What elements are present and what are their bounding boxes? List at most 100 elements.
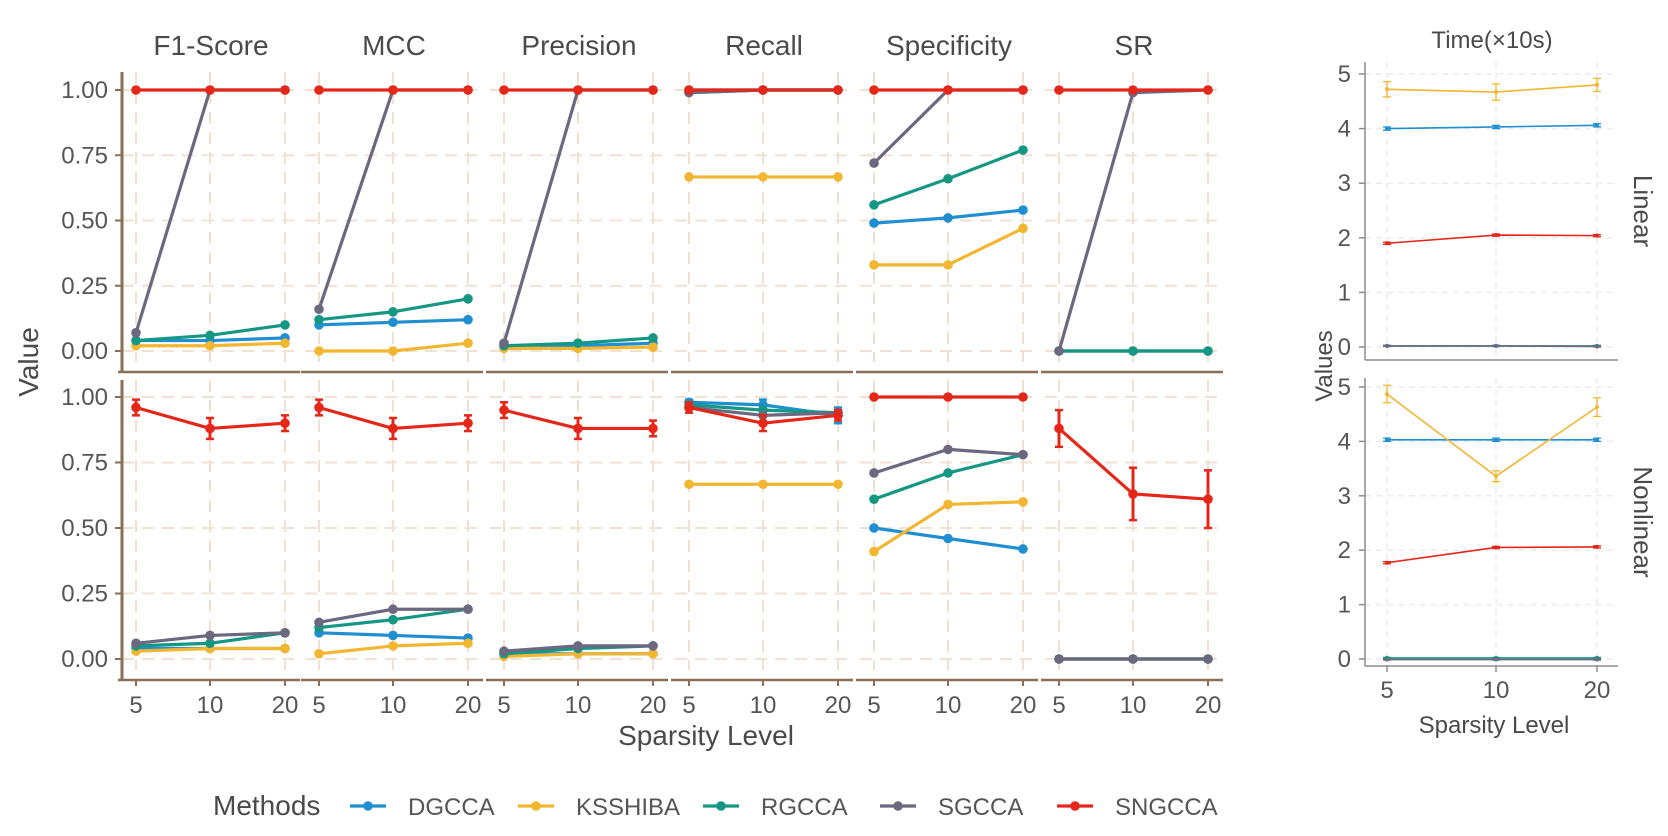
data-point-sgcca: [1595, 344, 1599, 349]
data-point-sgcca: [869, 468, 879, 478]
y-tick-label: 0.25: [61, 581, 108, 608]
y-tick-label: 3: [1338, 483, 1351, 510]
data-point-rgcca: [943, 468, 953, 478]
panel-linear-mcc: [301, 72, 483, 374]
data-point-ksshiba: [1595, 405, 1599, 410]
data-point-rgcca: [205, 638, 215, 649]
data-point-sgcca: [1595, 657, 1599, 662]
data-point-rgcca: [1203, 346, 1213, 356]
data-point-sngcca: [280, 418, 290, 429]
data-point-sngcca: [648, 423, 658, 434]
data-point-sngcca: [205, 85, 215, 95]
data-point-sngcca: [869, 392, 879, 402]
panel-linear-sr: [1041, 72, 1223, 374]
legend-label-ksshiba: KSSHIBA: [576, 794, 680, 821]
y-tick-label: 1: [1338, 279, 1351, 306]
legend-title: Methods: [213, 790, 320, 821]
data-point-ksshiba: [463, 638, 473, 649]
data-point-ksshiba: [388, 346, 398, 356]
x-tick-label: 20: [1010, 692, 1037, 719]
x-tick-label: 20: [272, 692, 299, 719]
data-point-sngcca: [1018, 85, 1028, 95]
panel-nonlinear-precision: 5 10 20: [486, 380, 668, 719]
x-tick-label: 5: [1052, 692, 1065, 719]
data-point-ksshiba: [758, 172, 768, 182]
legend-key-point: [716, 801, 726, 811]
x-tick-label: 5: [129, 692, 142, 719]
data-point-sngcca: [314, 85, 324, 95]
data-point-sngcca: [280, 85, 290, 95]
data-point-ksshiba: [648, 648, 658, 659]
data-point-ksshiba: [388, 641, 398, 651]
data-point-sngcca: [573, 85, 583, 95]
facet-title-recall: Recall: [725, 30, 803, 61]
data-point-sngcca: [131, 402, 141, 413]
data-point-sngcca: [1128, 85, 1138, 95]
legend-item-ksshiba: KSSHIBA: [518, 794, 680, 821]
data-point-rgcca: [388, 614, 398, 625]
data-point-ksshiba: [684, 479, 694, 490]
legend-label-sgcca: SGCCA: [938, 794, 1023, 821]
legend-label-dgcca: DGCCA: [408, 794, 495, 821]
data-point-sgcca: [499, 338, 509, 348]
data-point-sngcca: [1595, 233, 1599, 238]
data-point-sngcca: [499, 405, 509, 415]
legend-key-point: [893, 801, 903, 811]
time-panel-nonlinear: 0 1 2 3 4 5 5 10 20: [1338, 374, 1618, 704]
y-tick-label: 0.00: [61, 338, 108, 365]
data-point-sgcca: [1018, 449, 1028, 460]
data-point-dgcca: [388, 317, 398, 328]
legend-key-point: [1070, 801, 1080, 811]
data-point-sngcca: [1018, 392, 1028, 402]
data-point-rgcca: [943, 173, 953, 184]
y-tick-label: 5: [1338, 61, 1351, 88]
data-point-ksshiba: [314, 648, 324, 659]
data-point-ksshiba: [833, 479, 843, 490]
data-point-rgcca: [205, 330, 215, 341]
data-point-sgcca: [1494, 343, 1498, 348]
data-point-sngcca: [388, 85, 398, 95]
data-point-ksshiba: [314, 346, 324, 356]
y-tick-label: 0.75: [61, 450, 108, 477]
data-point-sngcca: [943, 85, 953, 95]
data-point-dgcca: [1595, 123, 1599, 128]
data-point-sngcca: [1595, 544, 1599, 549]
y-tick-label: 0.50: [61, 515, 108, 542]
data-point-sgcca: [1385, 343, 1389, 348]
series-line-ksshiba: [1386, 393, 1598, 478]
facet-title-sr: SR: [1115, 30, 1154, 61]
facet-row-label-linear: Linear: [1628, 175, 1658, 248]
data-point-ksshiba: [758, 479, 768, 490]
y-tick-label: 4: [1338, 116, 1351, 143]
data-point-rgcca: [131, 335, 141, 346]
data-point-dgcca: [1494, 437, 1498, 442]
y-tick-label: 0.00: [61, 646, 108, 673]
x-tick-label: 10: [1483, 677, 1510, 704]
y-axis-title: Value: [13, 327, 44, 397]
legend-label-rgcca: RGCCA: [761, 794, 848, 821]
panel-nonlinear-recall: 5 10 20: [671, 380, 853, 719]
y-tick-label: 1: [1338, 592, 1351, 619]
panel-linear-precision: [486, 72, 668, 374]
data-point-sgcca: [1203, 654, 1213, 664]
panel-nonlinear-f1-score: 5 10 20: [118, 380, 300, 719]
legend-item-dgcca: DGCCA: [350, 794, 495, 821]
data-point-rgcca: [1018, 145, 1028, 155]
facet-title-precision: Precision: [521, 30, 636, 61]
data-point-sgcca: [1054, 346, 1064, 356]
x-tick-label: 20: [455, 692, 482, 719]
data-point-sgcca: [131, 638, 141, 649]
legend-item-rgcca: RGCCA: [703, 794, 848, 821]
x-tick-label: 10: [565, 692, 592, 719]
data-point-sngcca: [573, 423, 583, 434]
data-point-dgcca: [869, 218, 879, 228]
data-point-ksshiba: [463, 338, 473, 348]
x-tick-label: 5: [1380, 677, 1393, 704]
data-point-sgcca: [869, 158, 879, 168]
data-point-sngcca: [1203, 494, 1213, 504]
data-point-rgcca: [573, 338, 583, 348]
series-line-ksshiba: [1386, 84, 1598, 93]
panel-linear-specificity: [856, 72, 1038, 374]
data-point-sngcca: [758, 85, 768, 95]
facet-title-mcc: MCC: [362, 30, 426, 61]
